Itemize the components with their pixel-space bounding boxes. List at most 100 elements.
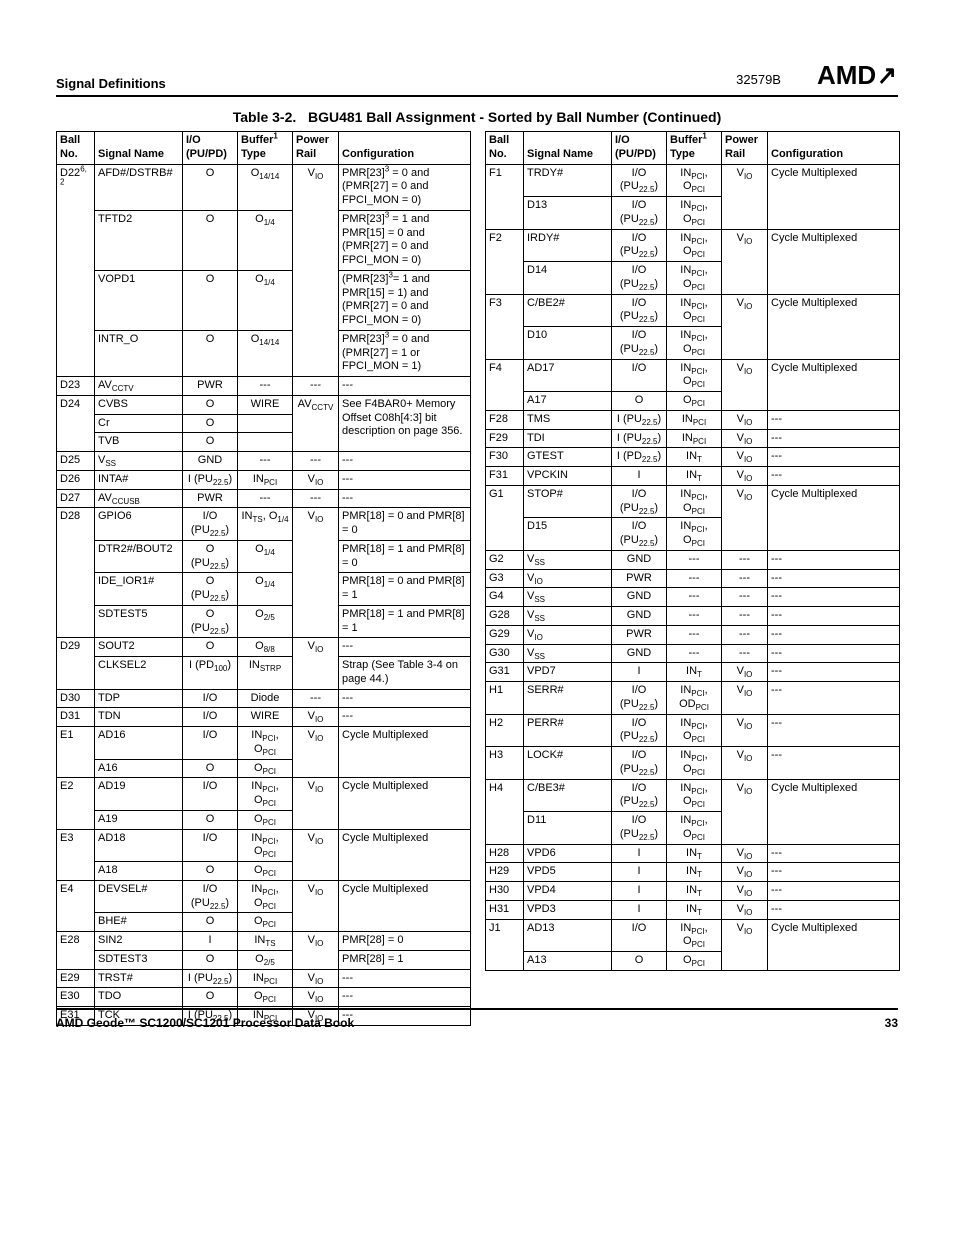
cell-signal: TMS — [524, 410, 612, 429]
cell-buffer — [238, 433, 293, 452]
page-header: Signal Definitions 32579B AMD↗ — [56, 60, 898, 97]
cell-config: (PMR[23]3= 1 and PMR[15] = 1) and (PMR[2… — [339, 270, 471, 330]
cell-buffer: INPCI, OPCI — [667, 714, 722, 747]
cell-buffer: INT — [667, 663, 722, 682]
cell-buffer: OPCI — [238, 988, 293, 1007]
cell-power: VIO — [293, 880, 339, 931]
cell-signal: VPCKIN — [524, 467, 612, 486]
cell-buffer: --- — [238, 377, 293, 396]
cell-io: I (PU22.5) — [612, 429, 667, 448]
table-row: H29VPD5IINTVIO--- — [486, 863, 900, 882]
cell-config: --- — [339, 988, 471, 1007]
cell-signal: D15 — [524, 518, 612, 551]
cell-ball: D23 — [57, 377, 95, 396]
cell-config: --- — [768, 747, 900, 780]
cell-config: PMR[28] = 0 — [339, 932, 471, 951]
cell-buffer: O8/8 — [238, 638, 293, 657]
cell-io: I/O (PU22.5) — [612, 164, 667, 197]
cell-io: PWR — [183, 489, 238, 508]
cell-io: I/O — [612, 919, 667, 952]
col-power: Power Rail — [293, 132, 339, 165]
table-row: E30TDOOOPCIVIO--- — [57, 988, 471, 1007]
cell-buffer: INPCI, OPCI — [238, 727, 293, 760]
table-row: D25VSSGND--------- — [57, 452, 471, 471]
table-caption: BGU481 Ball Assignment - Sorted by Ball … — [308, 109, 721, 125]
table-row: E3AD18I/OINPCI, OPCIVIOCycle Multiplexed — [57, 829, 471, 862]
table-row: F31VPCKINIINTVIO--- — [486, 467, 900, 486]
cell-config: Cycle Multiplexed — [339, 778, 471, 829]
cell-ball: D26 — [57, 470, 95, 489]
doc-number: 32579B — [736, 72, 781, 87]
cell-ball: D30 — [57, 689, 95, 708]
cell-io: I/O — [183, 778, 238, 811]
cell-config: --- — [768, 448, 900, 467]
cell-io: O — [183, 988, 238, 1007]
cell-io: I/O — [183, 708, 238, 727]
cell-io: I (PU22.5) — [183, 470, 238, 489]
cell-buffer: INT — [667, 863, 722, 882]
cell-ball: H2 — [486, 714, 524, 747]
table-row: E28SIN2IINTSVIOPMR[28] = 0 — [57, 932, 471, 951]
cell-buffer: INPCI, OPCI — [667, 359, 722, 392]
cell-io: O — [183, 950, 238, 969]
cell-signal: C/BE2# — [524, 294, 612, 327]
cell-io: I/O (PU22.5) — [183, 880, 238, 913]
cell-io: I/O (PU22.5) — [612, 518, 667, 551]
cell-io: O — [183, 164, 238, 210]
cell-buffer: INT — [667, 900, 722, 919]
cell-signal: D13 — [524, 197, 612, 230]
cell-signal: SOUT2 — [95, 638, 183, 657]
table-row: D24CVBSOWIREAVCCTVSee F4BAR0+ Memory Off… — [57, 395, 471, 414]
table-row: D23AVCCTVPWR--------- — [57, 377, 471, 396]
cell-ball: H31 — [486, 900, 524, 919]
cell-buffer: Diode — [238, 689, 293, 708]
cell-ball: G29 — [486, 625, 524, 644]
table-row: F1TRDY#I/O (PU22.5)INPCI, OPCIVIOCycle M… — [486, 164, 900, 197]
cell-signal: C/BE3# — [524, 779, 612, 812]
cell-buffer: INPCI, OPCI — [667, 779, 722, 812]
cell-io: I/O (PU22.5) — [612, 229, 667, 262]
cell-signal: VPD3 — [524, 900, 612, 919]
cell-power: --- — [293, 452, 339, 471]
col-signal: Signal Name — [95, 132, 183, 165]
cell-power: --- — [722, 550, 768, 569]
cell-config: --- — [339, 969, 471, 988]
cell-ball: J1 — [486, 919, 524, 970]
cell-signal: IRDY# — [524, 229, 612, 262]
page: Signal Definitions 32579B AMD↗ Table 3-2… — [0, 0, 954, 1066]
cell-power: VIO — [293, 969, 339, 988]
cell-power: --- — [722, 625, 768, 644]
cell-power: VIO — [293, 164, 339, 377]
cell-power: VIO — [722, 844, 768, 863]
cell-signal: VSS — [524, 588, 612, 607]
cell-signal: TFTD2 — [95, 210, 183, 270]
cell-io: I/O — [183, 727, 238, 760]
cell-signal: VSS — [524, 644, 612, 663]
table-row: F4AD17I/OINPCI, OPCIVIOCycle Multiplexed — [486, 359, 900, 392]
cell-config: --- — [339, 689, 471, 708]
cell-ball: E29 — [57, 969, 95, 988]
cell-power: --- — [722, 569, 768, 588]
table-row: G30VSSGND--------- — [486, 644, 900, 663]
cell-config: PMR[28] = 1 — [339, 950, 471, 969]
col-buffer: Buffer1Type — [667, 132, 722, 165]
cell-config: --- — [339, 489, 471, 508]
cell-signal: D14 — [524, 262, 612, 295]
cell-ball: D27 — [57, 489, 95, 508]
cell-io: GND — [612, 607, 667, 626]
cell-ball: E1 — [57, 727, 95, 778]
cell-io: O — [183, 810, 238, 829]
cell-signal: VPD6 — [524, 844, 612, 863]
cell-buffer: INPCI — [238, 470, 293, 489]
cell-ball: D31 — [57, 708, 95, 727]
cell-power: AVCCTV — [293, 395, 339, 451]
cell-buffer: INPCI — [667, 429, 722, 448]
cell-config: Cycle Multiplexed — [768, 164, 900, 229]
cell-buffer: O1/4 — [238, 210, 293, 270]
cell-signal: DTR2#/BOUT2 — [95, 540, 183, 573]
header-right: 32579B AMD↗ — [736, 60, 898, 91]
table-row: H31VPD3IINTVIO--- — [486, 900, 900, 919]
cell-config: PMR[18] = 0 and PMR[8] = 0 — [339, 508, 471, 541]
cell-power: VIO — [722, 882, 768, 901]
cell-buffer: INPCI, OPCI — [238, 880, 293, 913]
